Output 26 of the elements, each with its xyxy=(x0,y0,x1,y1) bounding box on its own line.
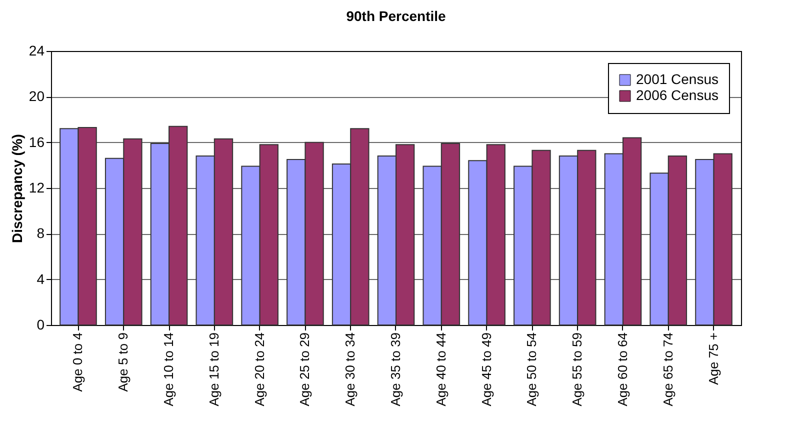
legend-label: 2001 Census xyxy=(636,71,719,87)
y-tick-label: 8 xyxy=(36,225,45,242)
x-tick-label: Age 10 to 14 xyxy=(161,332,176,406)
x-tick-label: Age 0 to 4 xyxy=(70,332,86,392)
x-tick-label: Age 5 to 9 xyxy=(116,332,131,392)
y-tick-label: 4 xyxy=(36,270,45,287)
y-tick-label: 0 xyxy=(36,316,45,332)
y-tick-label: 12 xyxy=(28,180,45,196)
legend-label: 2006 Census xyxy=(636,87,719,103)
x-tick-label: Age 15 to 19 xyxy=(206,332,222,406)
y-tick-label: 16 xyxy=(28,134,45,150)
y-tick-label: 24 xyxy=(28,42,45,58)
x-tick-label: Age 25 to 29 xyxy=(297,332,312,406)
y-axis-title: Discrepancy (%) xyxy=(8,134,25,243)
x-tick-label: Age 40 to 44 xyxy=(433,332,448,406)
x-tick-label: Age 20 to 24 xyxy=(252,332,267,406)
x-tick-label: Age 55 to 59 xyxy=(570,332,585,406)
x-tick-label: Age 35 to 39 xyxy=(388,332,403,406)
y-tick-label: 20 xyxy=(28,88,45,104)
x-tick-label: Age 50 to 54 xyxy=(524,332,540,406)
x-tick-label: Age 45 to 49 xyxy=(478,332,494,406)
x-tick-label: Age 60 to 64 xyxy=(614,332,630,406)
chart-title: 90th Percentile xyxy=(346,8,446,24)
x-tick-label: Age 30 to 34 xyxy=(342,332,358,406)
x-tick-label: Age 65 to 74 xyxy=(660,332,676,406)
x-tick-label: Age 75 + xyxy=(706,332,721,385)
